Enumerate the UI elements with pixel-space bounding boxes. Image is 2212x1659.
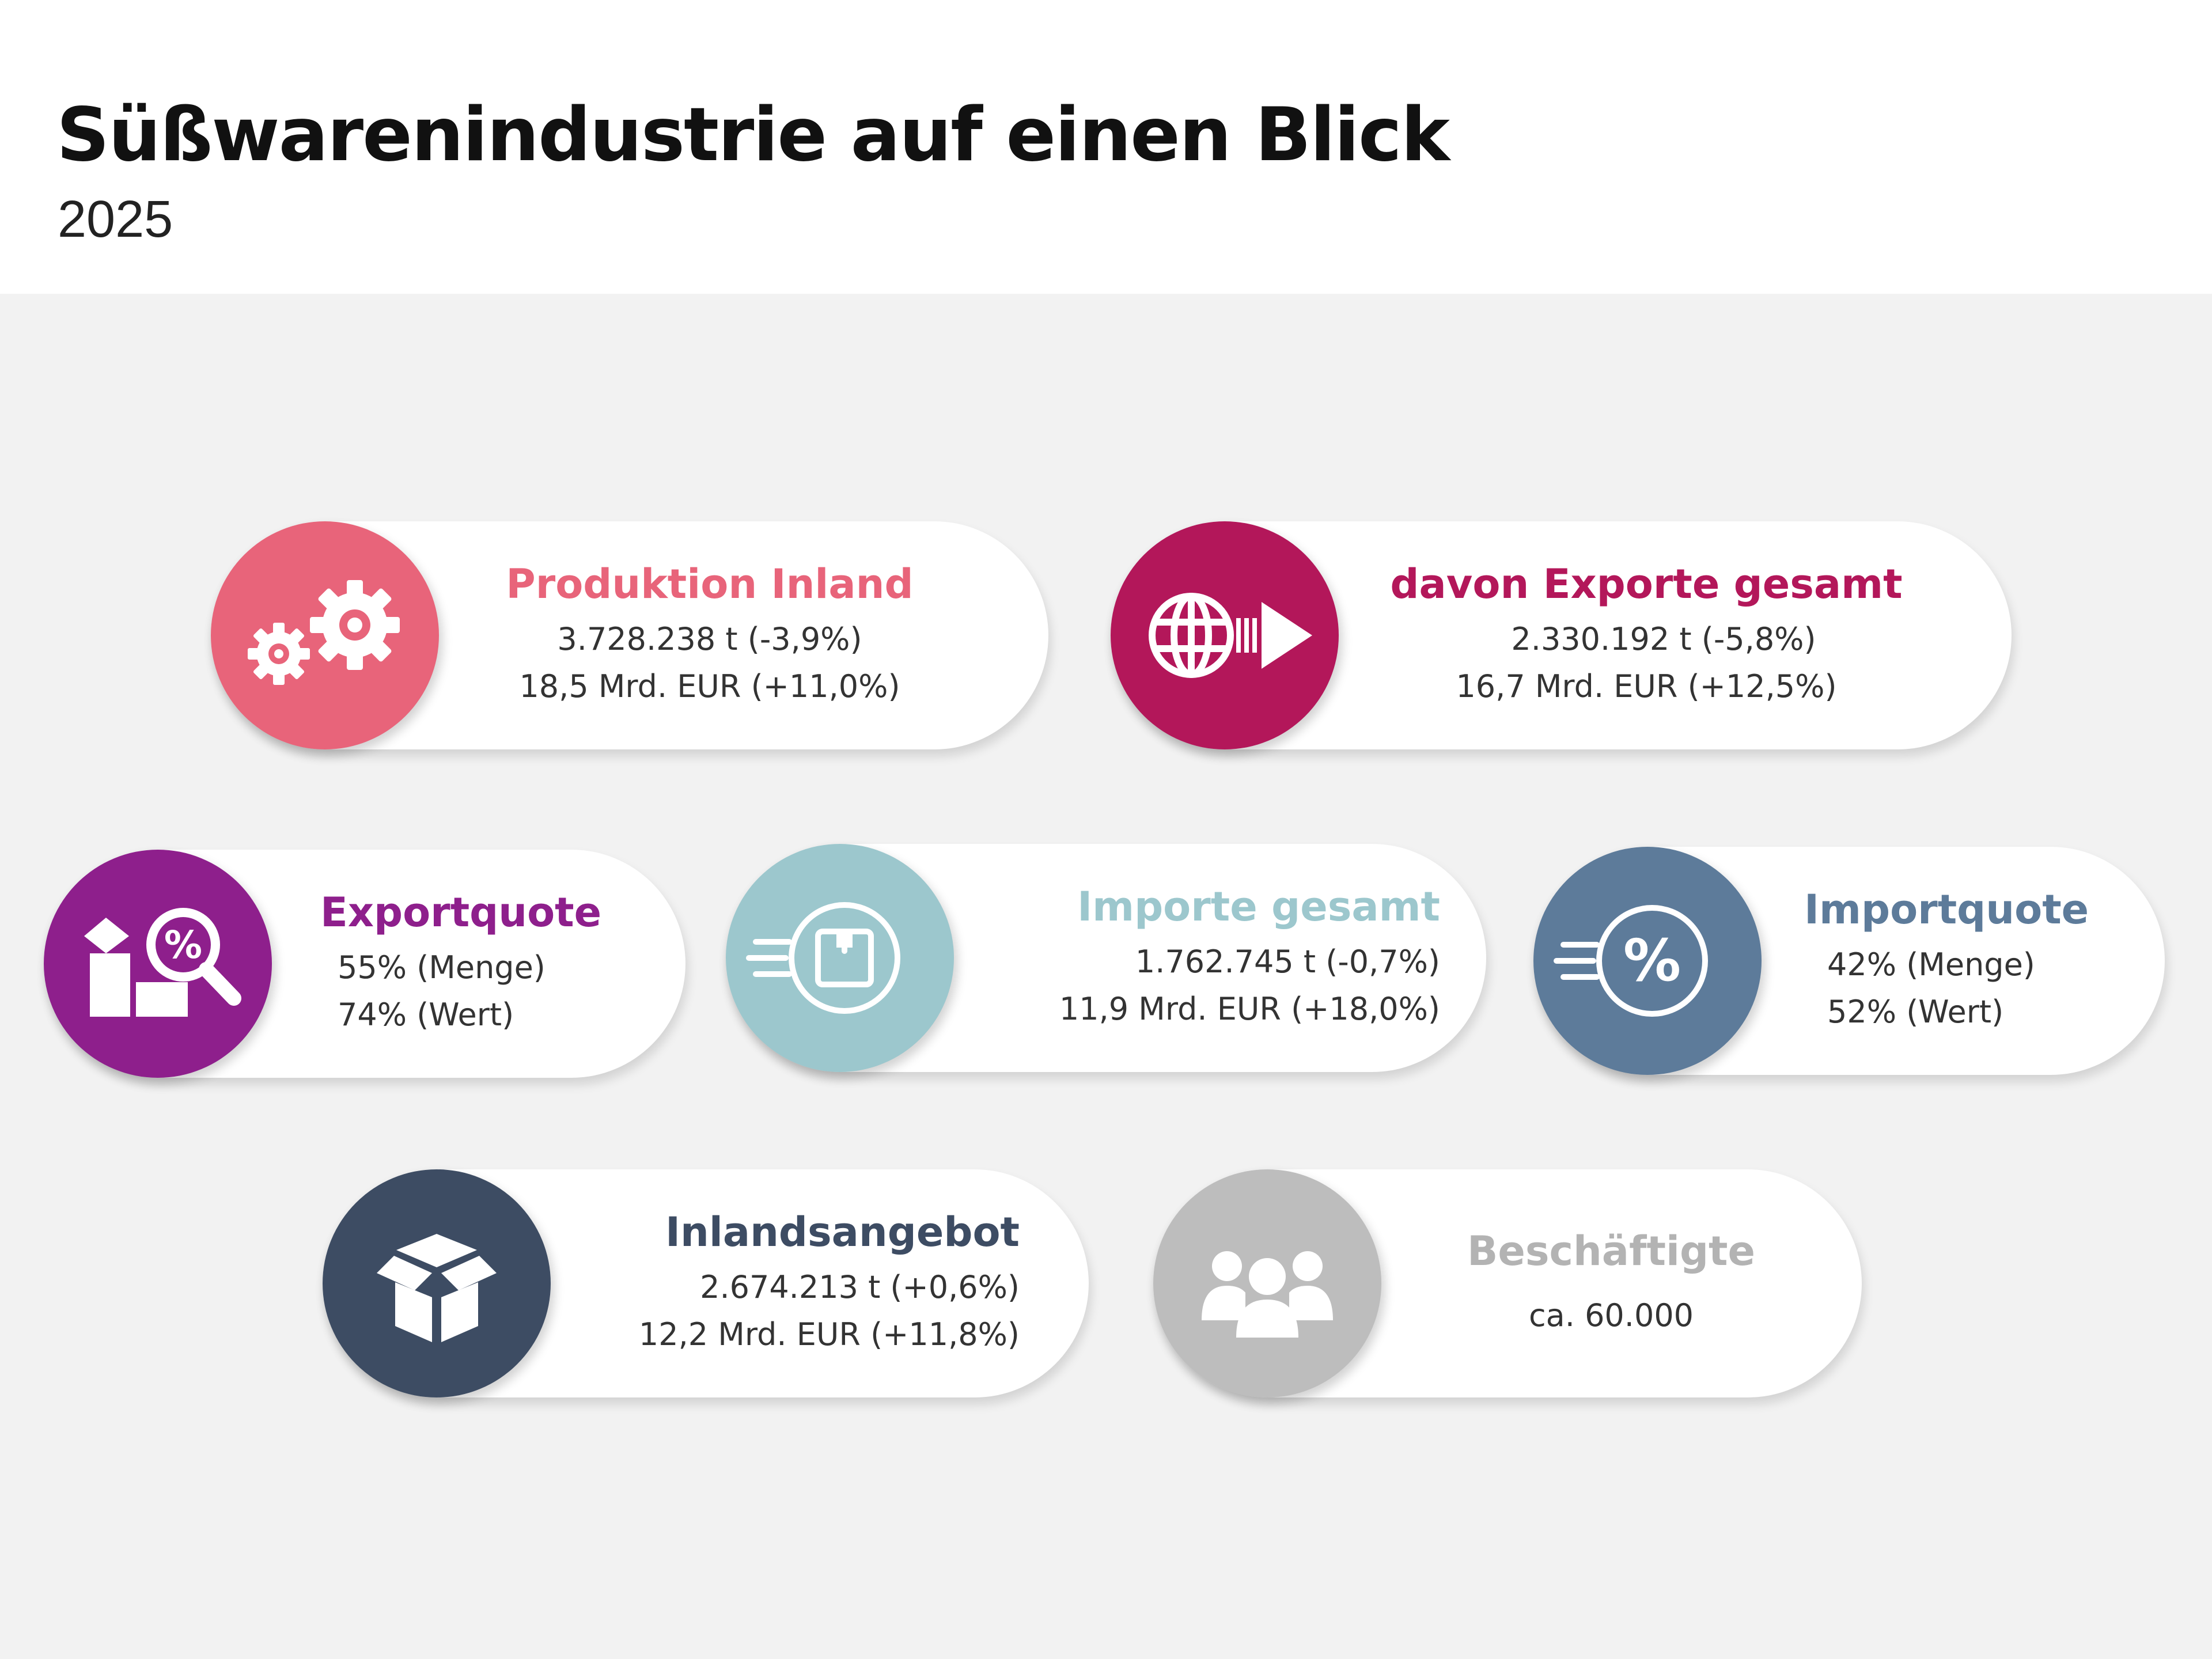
card-value-eur: 11,9 Mrd. EUR (+18,0%): [1059, 991, 1440, 1027]
card-beschaeftigte: Beschäftigte ca. 60.000: [1153, 1169, 1862, 1397]
card-value-eur: 16,7 Mrd. EUR (+12,5%): [1456, 668, 1837, 704]
page-title: Süßwarenindustrie auf einen Blick: [56, 92, 1450, 178]
card-title: Importe gesamt: [1077, 883, 1440, 930]
people-group-icon: [1153, 1169, 1381, 1397]
svg-text:%: %: [1623, 927, 1681, 994]
card-value-count: ca. 60.000: [1528, 1297, 1694, 1334]
gears-icon: [211, 521, 439, 749]
card-exporte-gesamt: davon Exporte gesamt 2.330.192 t (-5,8%)…: [1111, 521, 2012, 749]
card-title: davon Exporte gesamt: [1390, 560, 1903, 608]
card-produktion-inland: Produktion Inland 3.728.238 t (-3,9%) 18…: [211, 521, 1048, 749]
card-value-wert: 52% (Wert): [1827, 994, 2004, 1030]
card-exportquote: % Exportquote 55% (Menge) 74% (Wert): [44, 850, 685, 1078]
card-value-menge: 55% (Menge): [338, 949, 546, 986]
box-magnifier-percent-icon: %: [44, 850, 272, 1078]
card-title: Exportquote: [320, 889, 602, 936]
card-importe-gesamt: Importe gesamt 1.762.745 t (-0,7%) 11,9 …: [726, 844, 1486, 1072]
globe-arrow-icon: [1111, 521, 1339, 749]
incoming-percent-icon: %: [1533, 847, 1762, 1075]
card-value-eur: 12,2 Mrd. EUR (+11,8%): [638, 1316, 1020, 1353]
card-value-tonnes: 1.762.745 t (-0,7%): [1135, 944, 1440, 980]
card-value-menge: 42% (Menge): [1827, 946, 2035, 983]
card-title: Inlandsangebot: [665, 1209, 1020, 1256]
page-year: 2025: [58, 191, 173, 248]
card-value-tonnes: 2.330.192 t (-5,8%): [1511, 621, 1816, 657]
header: Süßwarenindustrie auf einen Blick 2025: [0, 0, 2212, 294]
card-value-eur: 18,5 Mrd. EUR (+11,0%): [519, 668, 900, 704]
incoming-package-icon: [726, 844, 954, 1072]
card-title: Importquote: [1804, 886, 2089, 933]
svg-text:%: %: [164, 923, 202, 967]
card-value-tonnes: 2.674.213 t (+0,6%): [700, 1269, 1020, 1305]
card-value-wert: 74% (Wert): [338, 997, 514, 1033]
open-box-icon: [323, 1169, 551, 1397]
card-inlandsangebot: Inlandsangebot 2.674.213 t (+0,6%) 12,2 …: [323, 1169, 1089, 1397]
card-title: Produktion Inland: [506, 560, 914, 608]
card-importquote: % Importquote 42% (Menge) 52% (Wert): [1533, 847, 2165, 1075]
card-title: Beschäftigte: [1467, 1228, 1755, 1275]
card-value-tonnes: 3.728.238 t (-3,9%): [557, 621, 862, 657]
